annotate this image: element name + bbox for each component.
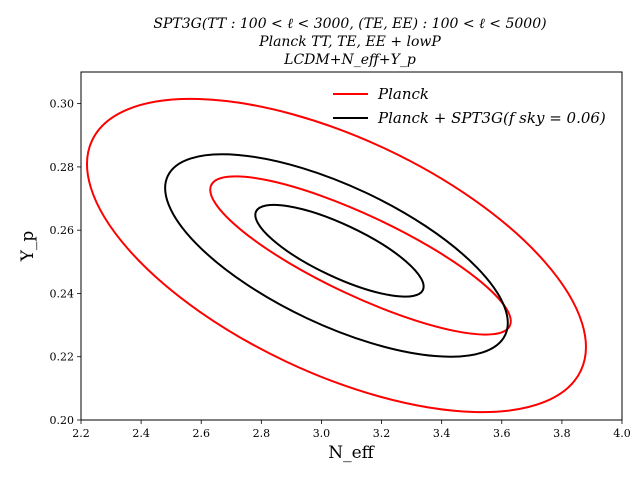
title-line-2: Planck TT, TE, EE + lowP bbox=[258, 34, 441, 50]
y-tick-label: 0.26 bbox=[50, 224, 75, 237]
x-axis-label: N_eff bbox=[328, 443, 375, 463]
legend-label: Planck bbox=[377, 85, 429, 103]
x-tick-label: 3.6 bbox=[493, 427, 511, 440]
contour-planck-spt3g-1sigma bbox=[254, 203, 425, 298]
x-tick-label: 2.4 bbox=[132, 427, 150, 440]
x-tick-label: 3.4 bbox=[433, 427, 451, 440]
contour-planck-1sigma bbox=[209, 175, 512, 336]
x-tick-label: 4.0 bbox=[613, 427, 631, 440]
x-tick-label: 2.2 bbox=[72, 427, 90, 440]
x-tick-label: 3.2 bbox=[373, 427, 391, 440]
x-tick-label: 3.0 bbox=[313, 427, 331, 440]
y-tick-label: 0.24 bbox=[50, 287, 75, 300]
x-axis: 2.2 2.4 2.6 2.8 3.0 3.2 3.4 3.6 3.8 4.0 bbox=[72, 420, 631, 440]
y-tick-label: 0.30 bbox=[50, 98, 75, 111]
legend-label: Planck + SPT3G(f sky = 0.06) bbox=[377, 109, 606, 127]
plot-frame bbox=[80, 71, 623, 421]
legend: Planck Planck + SPT3G(f sky = 0.06) bbox=[333, 85, 606, 127]
contour-planck-spt3g-2sigma bbox=[164, 153, 509, 358]
title-line-1: SPT3G(TT : 100 < ℓ < 3000, (TE, EE) : 10… bbox=[153, 16, 546, 32]
x-tick-label: 2.6 bbox=[192, 427, 210, 440]
y-axis: 0.20 0.22 0.24 0.26 0.28 0.30 bbox=[50, 98, 81, 427]
y-axis-label: Y_p bbox=[18, 231, 38, 263]
title-line-3: LCDM+N_eff+Y_p bbox=[283, 52, 416, 68]
y-tick-label: 0.20 bbox=[50, 414, 75, 427]
contour-layer bbox=[86, 97, 587, 414]
x-tick-label: 3.8 bbox=[553, 427, 571, 440]
y-tick-label: 0.22 bbox=[50, 351, 75, 364]
chart-title: SPT3G(TT : 100 < ℓ < 3000, (TE, EE) : 10… bbox=[153, 16, 546, 68]
contour-planck-2sigma bbox=[86, 97, 587, 414]
x-tick-label: 2.8 bbox=[253, 427, 271, 440]
y-tick-label: 0.28 bbox=[50, 161, 75, 174]
